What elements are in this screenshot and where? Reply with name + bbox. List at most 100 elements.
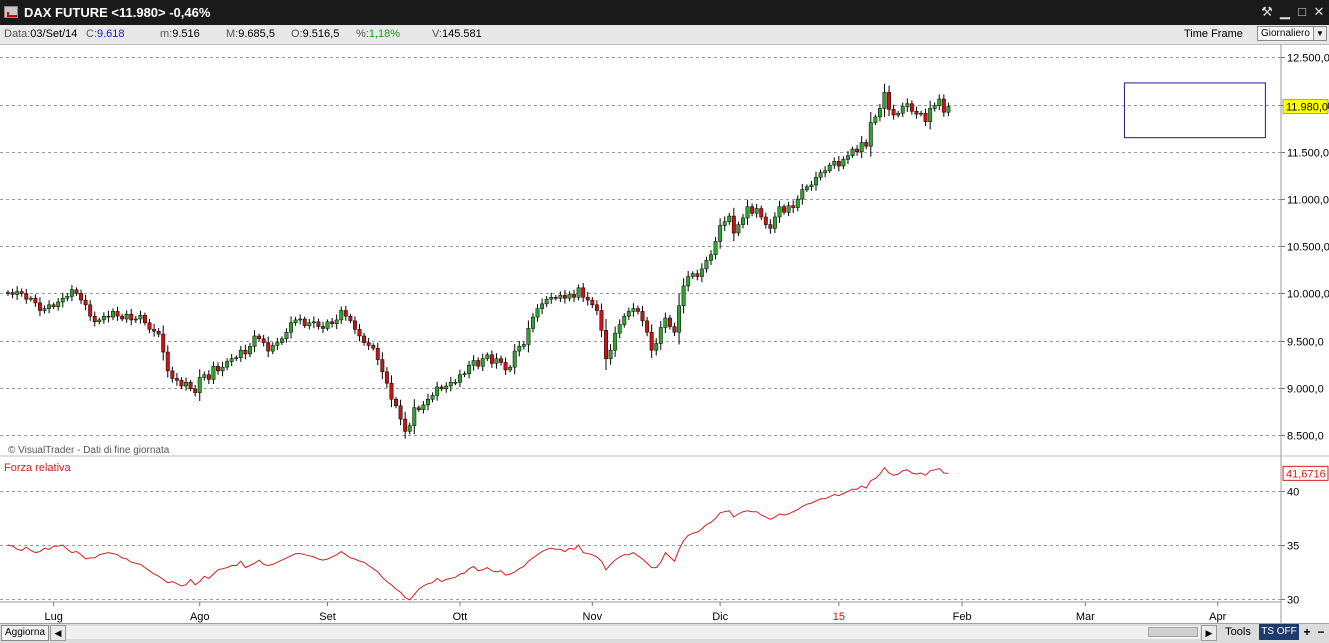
candle-up [65,296,70,299]
selection-box[interactable] [1123,82,1266,139]
candle-up [531,316,535,329]
pct-label: %: [356,28,369,40]
candle-up [325,321,330,329]
plus-icon[interactable]: + [1303,625,1311,639]
candle-down [10,292,15,295]
candle-down [156,331,161,335]
chart-area[interactable]: © VisualTrader - Dati di fine giornata 8… [0,44,1329,623]
scroll-left-icon[interactable]: ◀ [50,625,66,641]
time-tick-label: Apr [1209,611,1226,623]
candle-down [590,299,595,306]
candle-up [111,311,115,318]
horizontal-scrollbar[interactable] [66,626,1200,639]
candle-down [161,333,166,353]
candle-up [617,324,622,334]
candle-up [526,328,531,345]
candle-up [124,314,129,320]
candle-up [786,205,791,213]
time-tick-label: Ago [190,611,210,623]
candle-down [375,348,380,360]
last-rsi-marker: 41,6716 [1282,465,1329,481]
time-tick-label: Mar [1076,611,1095,623]
candle-up [480,358,485,367]
candle-down [371,345,376,349]
minimize-icon[interactable]: ▁ [1280,4,1290,19]
timeframe-select[interactable]: Giornaliero ▼ [1257,26,1327,41]
volume-field: V:145.581 [432,28,482,40]
ts-off-button[interactable]: TS OFF [1259,624,1299,640]
pct-field: %:1,18% [356,28,400,40]
candle-up [138,314,143,320]
candle-up [946,106,951,113]
candle-up [800,189,805,200]
app-icon [4,6,18,18]
price-tick-label: 9.000,0 [1287,384,1324,396]
candle-up [101,315,106,321]
low-value: 9.516 [172,28,200,40]
candle-down [695,273,700,277]
candle-up [823,170,828,173]
scrollbar-thumb[interactable] [1148,627,1198,637]
candle-up [494,358,499,364]
candle-down [599,310,604,331]
candle-up [311,321,316,324]
open-field: O:9.516,5 [291,28,339,40]
scroll-right-icon[interactable]: ▶ [1201,625,1217,641]
maximize-icon[interactable]: □ [1298,4,1306,19]
candle-up [841,159,846,167]
candle-down [243,349,248,355]
candle-down [836,161,841,167]
candle-down [782,206,786,213]
candle-up [900,106,905,114]
candle-down [594,304,599,311]
candle-up [804,186,809,190]
high-field: M:9.685,5 [226,28,275,40]
candle-up [508,366,513,371]
rsi-tick-label: 30 [1287,595,1299,607]
title-bar: DAX FUTURE <11.980> -0,46% ⚒ ▁ □ ✕ [0,0,1329,25]
tools-icon[interactable]: ⚒ [1261,4,1273,19]
candle-up [868,122,873,147]
candle-up [873,116,878,123]
bottom-toolbar: Aggiorna ◀ ▶ Tools TS OFF + − [0,623,1329,643]
candle-up [435,386,440,396]
candle-down [636,308,640,312]
chevron-down-icon[interactable]: ▼ [1313,27,1326,40]
rsi-indicator-title[interactable]: Forza relativa [4,462,72,474]
candle-down [855,148,860,153]
candle-up [736,224,741,234]
rsi-gridlines [0,491,1281,600]
minus-icon[interactable]: − [1317,625,1325,639]
candle-down [79,293,83,301]
time-tick-label: Feb [953,611,972,623]
candle-down [791,205,796,208]
candle-up [234,357,239,359]
candle-up [937,98,942,106]
candle-up [471,360,476,366]
close-icon[interactable]: ✕ [1313,4,1325,19]
window-title: DAX FUTURE <11.980> -0,46% [24,5,211,20]
candle-down [51,304,56,307]
candle-up [727,215,732,222]
refresh-button[interactable]: Aggiorna [1,625,49,641]
candle-up [709,254,713,261]
candle-up [334,319,339,324]
candle-down [645,320,650,333]
candle-down [348,315,353,322]
candle-up [133,318,138,321]
candle-up [677,305,682,333]
rsi-tick-label: 40 [1287,487,1299,499]
candle-up [928,108,933,122]
candle-up [275,342,280,346]
candle-up [772,216,777,229]
candle-up [882,92,887,109]
candle-up [512,350,517,368]
candle-up [421,404,426,410]
candle-up [818,172,823,178]
candle-up [6,292,10,294]
candle-up [289,322,293,333]
candle-down [316,321,321,327]
tools-button[interactable]: Tools [1225,626,1251,638]
candle-down [731,215,736,234]
candle-up [745,206,750,219]
